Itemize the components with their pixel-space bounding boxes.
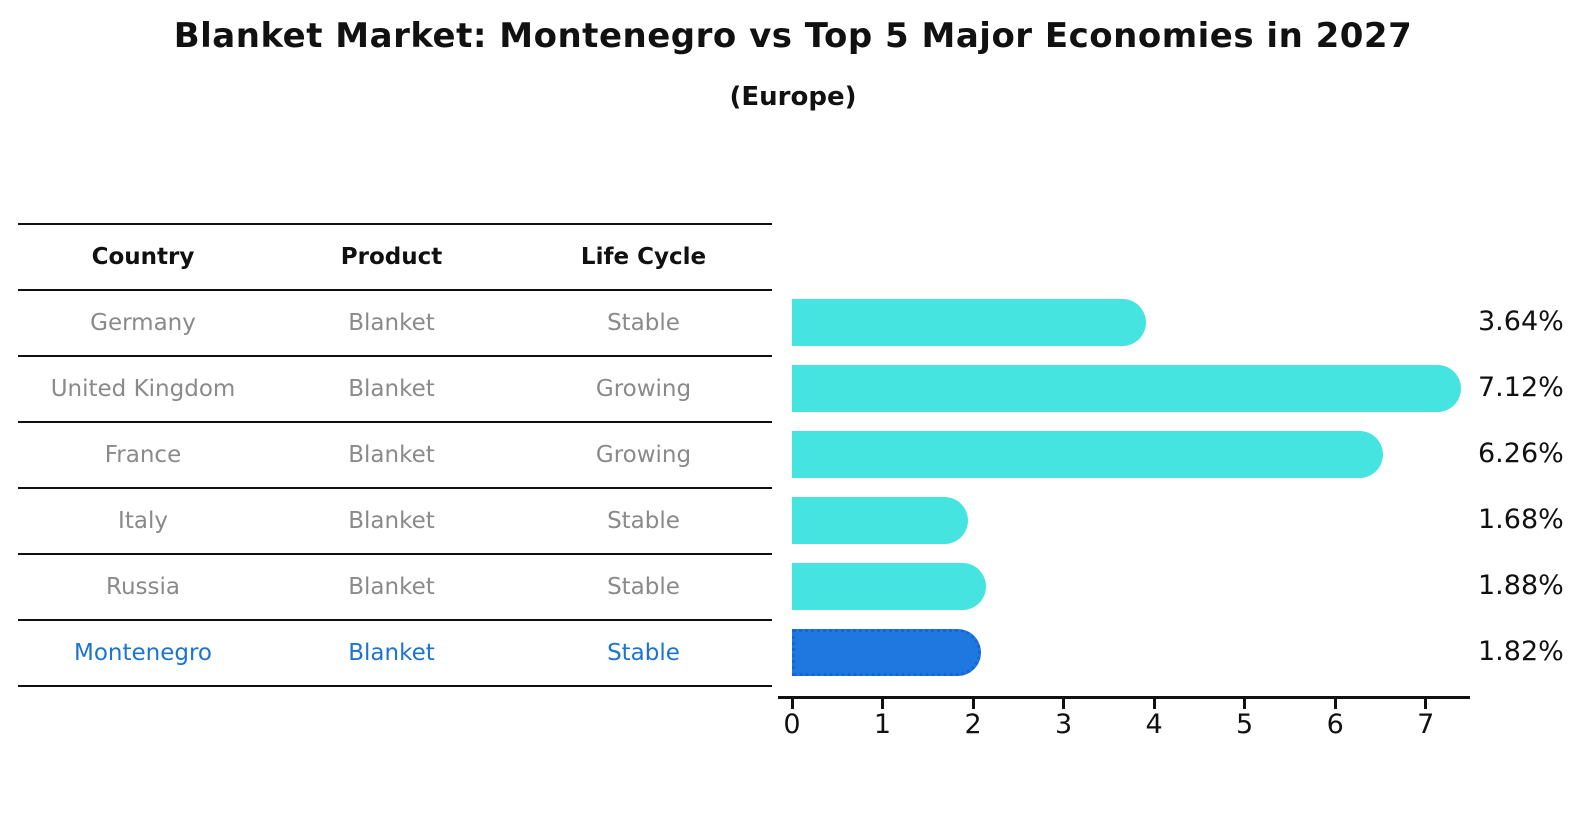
value-label: 1.88%	[1478, 570, 1564, 601]
chart-title: Blanket Market: Montenegro vs Top 5 Majo…	[173, 16, 1413, 56]
value-label: 7.12%	[1478, 372, 1564, 403]
column-header-country: Country	[91, 244, 195, 270]
value-label: 1.82%	[1478, 636, 1564, 667]
x-axis-tick-mark	[1152, 699, 1156, 709]
chart-subtitle: (Europe)	[729, 82, 857, 112]
bar-germany	[792, 298, 1146, 346]
table-cell-country: Germany	[90, 310, 196, 336]
table-cell-life-cycle: Stable	[607, 574, 680, 600]
table-row: Germany Blanket Stable	[18, 289, 772, 355]
bar-united-kingdom	[792, 364, 1461, 412]
x-axis-tick-label: 4	[1145, 709, 1163, 740]
table-cell-country: France	[104, 442, 182, 468]
column-header-life-cycle: Life Cycle	[580, 244, 707, 270]
table-cell-country: United Kingdom	[50, 376, 236, 402]
table-cell-product: Blanket	[348, 574, 435, 600]
table-cell-country: Italy	[118, 508, 168, 534]
value-label: 3.64%	[1478, 306, 1564, 337]
table-cell-life-cycle: Stable	[607, 310, 680, 336]
x-axis-tick-mark	[971, 699, 975, 709]
country-table: Country Product Life Cycle Germany Blanke…	[18, 223, 772, 687]
table-cell-country: Russia	[106, 574, 180, 600]
x-axis-tick-mark	[881, 699, 885, 709]
x-axis-tick-mark	[1062, 699, 1066, 709]
x-axis-tick-label: 1	[873, 709, 892, 740]
x-axis-tick-label: 3	[1054, 709, 1073, 740]
column-header-product: Product	[340, 244, 443, 270]
table-cell-product: Blanket	[348, 442, 435, 468]
table-row: United Kingdom Blanket Growing	[18, 355, 772, 421]
x-axis-tick-label: 2	[964, 709, 982, 740]
table-cell-product: Blanket	[348, 310, 435, 336]
table-cell-country: Montenegro	[73, 640, 212, 666]
table-cell-life-cycle: Growing	[595, 442, 692, 468]
table-row: Italy Blanket Stable	[18, 487, 772, 553]
x-axis-tick-label: 5	[1236, 709, 1254, 740]
table-cell-life-cycle: Stable	[607, 640, 680, 666]
table-row: Russia Blanket Stable	[18, 553, 772, 619]
bar-italy	[792, 496, 969, 544]
table-cell-life-cycle: Growing	[595, 376, 692, 402]
x-axis-line	[778, 696, 1470, 699]
value-label: 6.26%	[1478, 438, 1564, 469]
x-axis-tick-mark	[1243, 699, 1247, 709]
table-cell-product: Blanket	[348, 508, 435, 534]
table-cell-product: Blanket	[348, 640, 435, 666]
table-row-highlight: Montenegro Blanket Stable	[18, 619, 772, 685]
table-cell-product: Blanket	[348, 376, 435, 402]
bar-montenegro-highlight	[792, 628, 981, 676]
table-row: France Blanket Growing	[18, 421, 772, 487]
bar-france	[792, 430, 1383, 478]
x-axis-tick-label: 0	[783, 709, 801, 740]
bar-russia	[792, 562, 987, 610]
table-cell-life-cycle: Stable	[607, 508, 680, 534]
x-axis-tick-mark	[1424, 699, 1428, 709]
x-axis-tick-label: 7	[1417, 709, 1435, 740]
value-label: 1.68%	[1478, 504, 1564, 535]
x-axis-tick-label: 6	[1326, 709, 1344, 740]
table-header-row: Country Product Life Cycle	[18, 223, 772, 289]
x-axis-tick-mark	[790, 699, 794, 709]
x-axis-tick-mark	[1333, 699, 1337, 709]
